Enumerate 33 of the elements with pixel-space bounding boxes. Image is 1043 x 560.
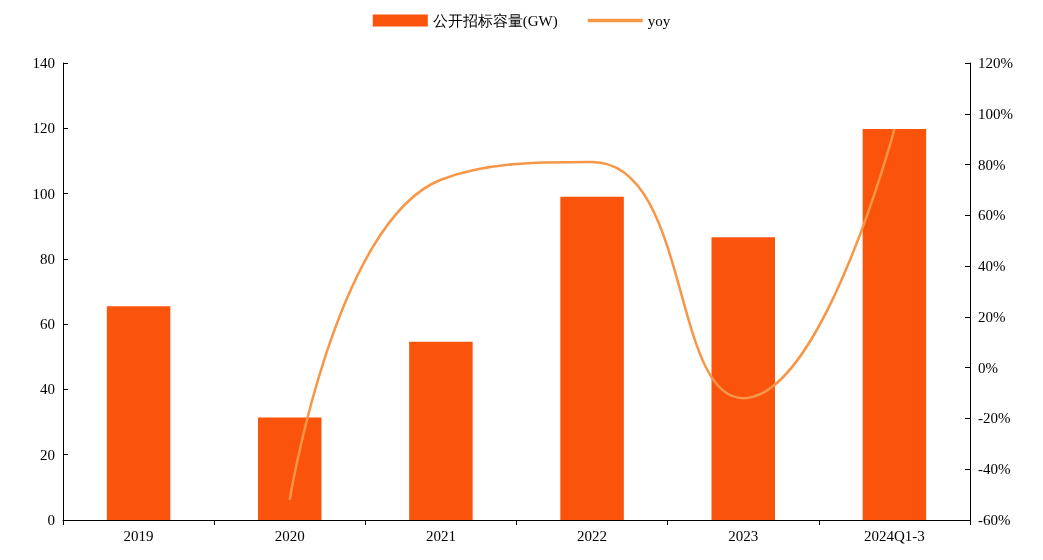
y-tick-label: 80: [40, 250, 55, 267]
bar: [409, 341, 473, 520]
y-tick-label: 40: [40, 381, 55, 398]
x-tick-label: 2022: [577, 527, 608, 544]
y2-tick-label: 100%: [978, 105, 1013, 122]
y-tick-label: 20: [40, 446, 55, 463]
x-tick-label: 2024Q1-3: [864, 527, 925, 544]
legend-label: yoy: [647, 12, 671, 29]
x-tick-label: 2019: [123, 527, 154, 544]
y2-tick-label: -40%: [978, 461, 1011, 478]
x-tick-label: 2023: [728, 527, 759, 544]
bar: [560, 196, 624, 520]
legend-label: 公开招标容量(GW): [432, 12, 558, 30]
y2-tick-label: 40%: [978, 258, 1006, 275]
x-tick-label: 2020: [274, 527, 305, 544]
y2-tick-label: 80%: [978, 156, 1006, 173]
y-tick-label: 60: [40, 316, 55, 333]
y-tick-label: 0: [47, 512, 55, 528]
bar: [258, 417, 322, 520]
bar: [862, 128, 927, 520]
y-tick-label: 100: [32, 185, 55, 202]
y2-tick-label: -20%: [978, 410, 1011, 427]
bar: [106, 306, 171, 520]
x-tick-label: 2021: [425, 527, 456, 544]
bar: [711, 237, 775, 520]
y-tick-label: 140: [32, 55, 55, 71]
y2-tick-label: 60%: [978, 207, 1006, 224]
y2-tick-label: 120%: [978, 55, 1013, 71]
y2-tick-label: 0%: [978, 359, 998, 376]
y2-tick-label: -60%: [978, 512, 1011, 528]
y-tick-label: 120: [32, 120, 55, 137]
y2-tick-label: 20%: [978, 308, 1006, 325]
line-series: [288, 127, 896, 501]
